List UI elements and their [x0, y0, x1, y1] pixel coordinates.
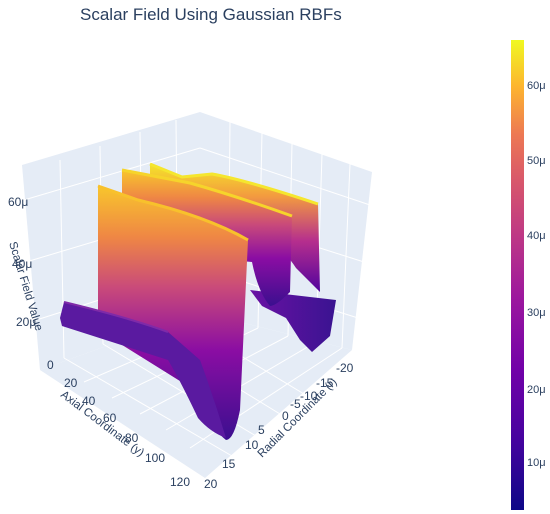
y-tick: 0	[47, 358, 54, 372]
colorbar-gradient	[511, 40, 524, 510]
surface-mesh	[60, 162, 336, 440]
x-tick: -10	[300, 389, 318, 403]
y-tick: 100	[145, 451, 165, 465]
z-tick: 60μ	[8, 195, 28, 209]
surface-front-dip	[60, 302, 226, 438]
y-tick: 120	[170, 475, 190, 489]
colorbar-tick: 60μ	[527, 80, 546, 92]
y-tick: 20	[64, 376, 78, 390]
x-tick: 10	[245, 438, 259, 452]
colorbar-tick: 20μ	[527, 384, 546, 396]
x-tick: -15	[316, 376, 334, 390]
chart-title: Scalar Field Using Gaussian RBFs	[80, 5, 342, 24]
y-tick: 40	[82, 394, 96, 408]
colorbar-tick: 50μ	[527, 155, 546, 167]
x-tick: -20	[336, 361, 354, 375]
z-tick: 20μ	[16, 315, 36, 329]
y-tick: 60	[103, 411, 117, 425]
x-tick: 5	[258, 423, 265, 437]
surface-ridge-front	[98, 186, 248, 440]
colorbar-tick: 40μ	[527, 230, 546, 242]
colorbar: 10μ 20μ 30μ 40μ 50μ 60μ	[511, 40, 546, 510]
z-tick: 40μ	[12, 257, 32, 271]
colorbar-tick: 10μ	[527, 457, 546, 469]
x-tick: -5	[290, 397, 301, 411]
x-tick: 0	[282, 409, 289, 423]
y-tick: 80	[125, 431, 139, 445]
colorbar-tick: 30μ	[527, 307, 546, 319]
x-tick: 20	[204, 477, 218, 491]
x-tick: 15	[222, 457, 236, 471]
